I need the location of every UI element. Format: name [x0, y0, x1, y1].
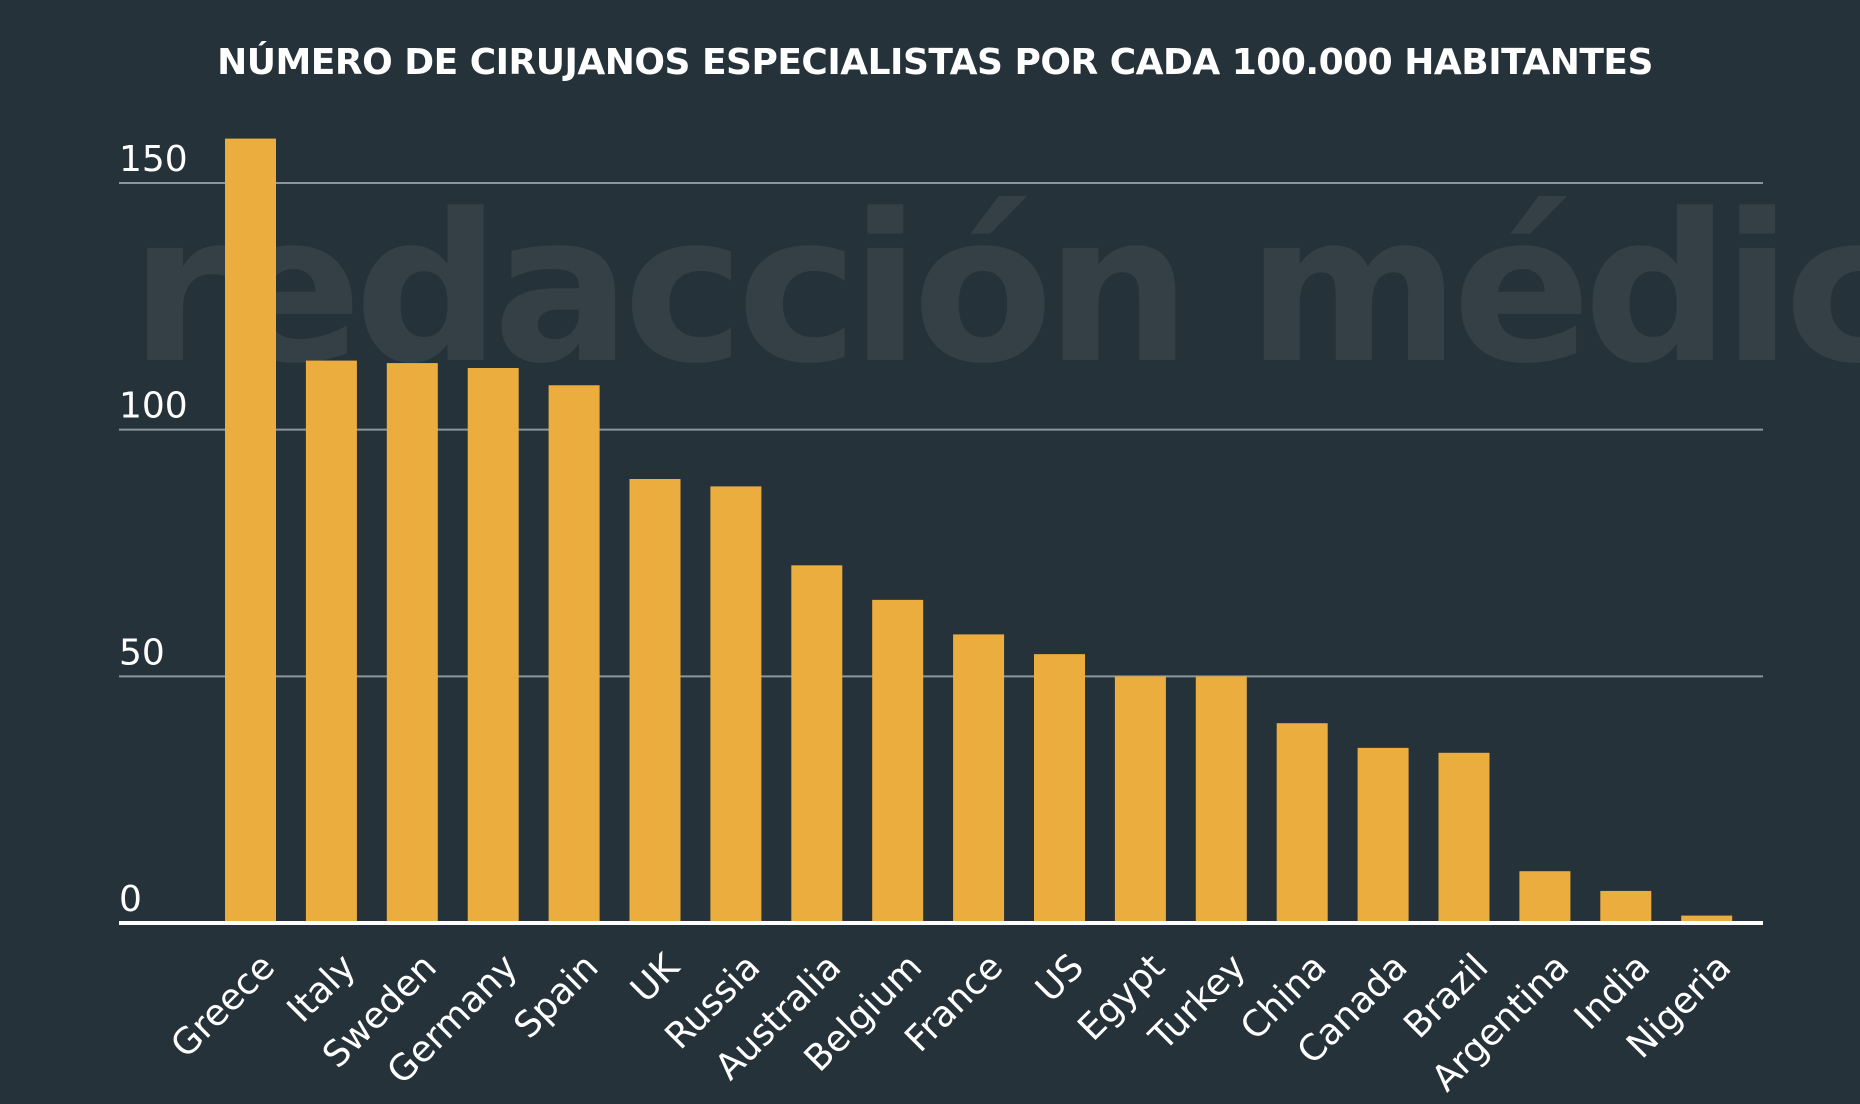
bar-china — [1276, 723, 1328, 923]
bar-france — [953, 634, 1005, 923]
bar-turkey — [1195, 676, 1247, 923]
bar-sweden — [386, 363, 438, 924]
x-tick-label: UK — [623, 945, 688, 1010]
bar-brazil — [1438, 752, 1490, 923]
bar-argentina — [1519, 871, 1571, 923]
y-tick-label: 100 — [119, 386, 188, 427]
bar-canada — [1357, 747, 1409, 923]
bar-india — [1600, 890, 1652, 923]
bar-italy — [305, 360, 357, 924]
x-tick-label: US — [1028, 946, 1092, 1010]
bar-germany — [467, 368, 519, 923]
y-tick-label: 50 — [119, 632, 165, 673]
bar-us — [1034, 654, 1085, 923]
bar-australia — [791, 565, 843, 923]
bar-egypt — [1114, 676, 1166, 923]
chart-title: NÚMERO DE CIRUJANOS ESPECIALISTAS POR CA… — [217, 42, 1653, 83]
bar-greece — [225, 138, 276, 924]
y-tick-label: 0 — [119, 879, 142, 920]
bar-uk — [629, 479, 681, 923]
bar-spain — [548, 385, 600, 923]
y-tick-label: 150 — [119, 139, 188, 180]
bar-nigeria — [1681, 915, 1733, 923]
bar-belgium — [872, 599, 924, 923]
bar-russia — [710, 486, 762, 923]
x-tick-label: Greece — [163, 946, 283, 1066]
x-tick-label: Spain — [506, 946, 606, 1046]
